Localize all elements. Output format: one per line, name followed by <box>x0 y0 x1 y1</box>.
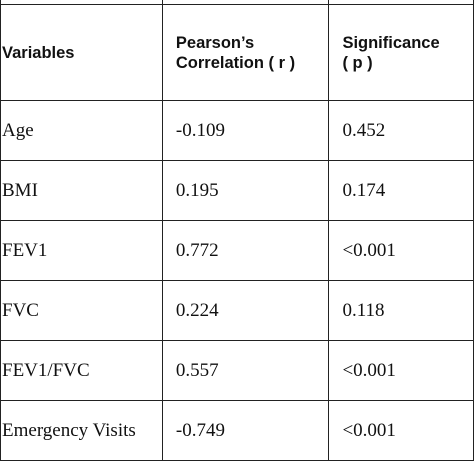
cell-p: 0.118 <box>328 280 474 341</box>
cell-r: 0.772 <box>161 220 330 281</box>
cell-r: 0.557 <box>161 340 330 401</box>
cell-variable: Emergency Visits <box>0 400 163 461</box>
cell-r: 0.224 <box>161 280 330 341</box>
cell-p: 0.174 <box>328 160 474 221</box>
cell-r: -0.749 <box>161 400 330 461</box>
table-row: Emergency Visits -0.749 <0.001 <box>0 400 474 461</box>
cell-r: -0.109 <box>161 100 330 161</box>
cell-variable: Age <box>0 100 163 161</box>
header-pearson-line2: Correlation ( r ) <box>175 53 296 72</box>
cell-p: <0.001 <box>328 340 474 401</box>
cell-variable: FEV1/FVC <box>0 340 163 401</box>
header-pearson-line1: Pearson’s <box>175 33 255 52</box>
header-variables-label: Variables <box>2 43 75 62</box>
table-row: FEV1 0.772 <0.001 <box>0 220 474 281</box>
cell-r: 0.195 <box>161 160 330 221</box>
cell-variable: FVC <box>0 280 163 341</box>
header-significance-line2: ( p ) <box>342 53 373 72</box>
table-row: FEV1/FVC 0.557 <0.001 <box>0 340 474 401</box>
table-header-row: Variables Pearson’s Correlation ( r ) Si… <box>0 4 474 101</box>
header-significance: Significance ( p ) <box>328 4 474 101</box>
table-row: FVC 0.224 0.118 <box>0 280 474 341</box>
cell-variable: FEV1 <box>0 220 163 281</box>
table-row: Age -0.109 0.452 <box>0 100 474 161</box>
header-significance-line1: Significance <box>342 33 440 52</box>
header-pearson: Pearson’s Correlation ( r ) <box>161 4 330 101</box>
table-row: BMI 0.195 0.174 <box>0 160 474 221</box>
cell-p: <0.001 <box>328 220 474 281</box>
correlation-table: Variables Pearson’s Correlation ( r ) Si… <box>0 0 474 461</box>
header-variables: Variables <box>0 4 163 101</box>
cell-p: 0.452 <box>328 100 474 161</box>
cell-variable: BMI <box>0 160 163 221</box>
cell-p: <0.001 <box>328 400 474 461</box>
